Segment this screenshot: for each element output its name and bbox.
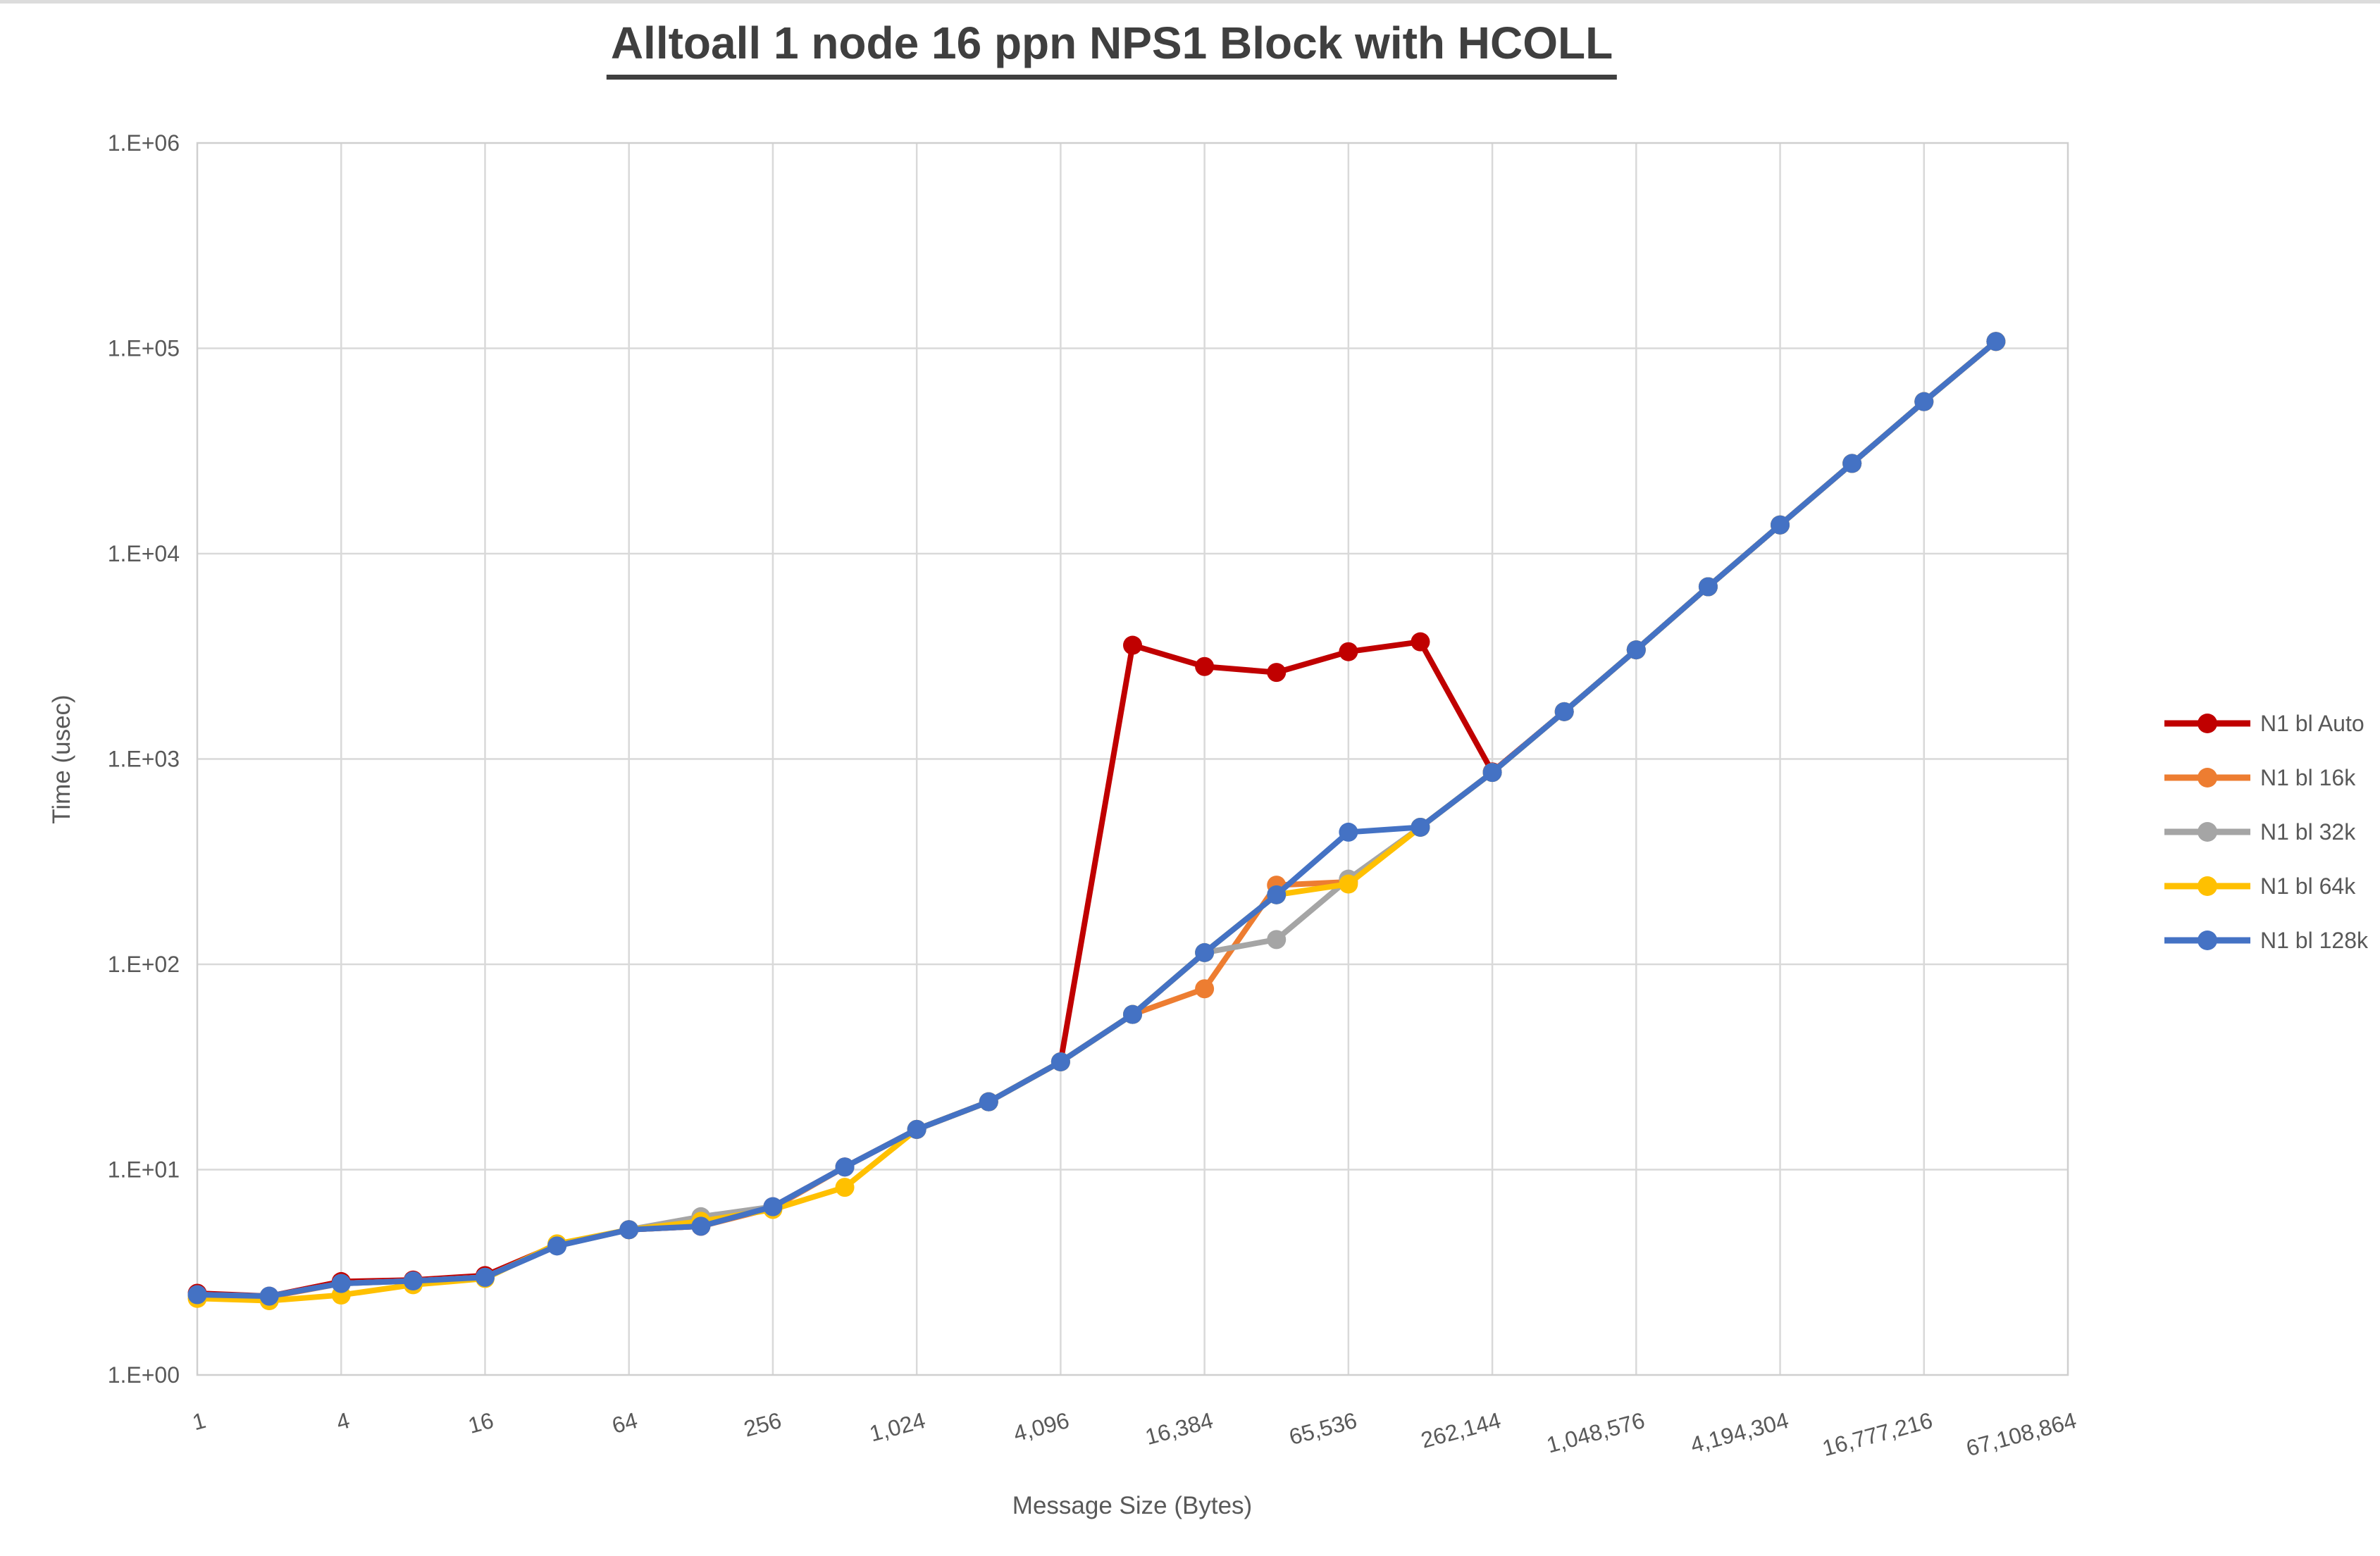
legend-item-n1-bl-16k[interactable]: N1 bl 16k (2164, 765, 2356, 790)
data-point (835, 1178, 855, 1197)
legend-label: N1 bl 64k (2260, 873, 2356, 899)
data-point (1267, 885, 1287, 904)
legend-item-n1-bl-32k[interactable]: N1 bl 32k (2164, 819, 2356, 845)
y-tick-label: 1.E+01 (108, 1157, 180, 1183)
data-point (1411, 817, 1430, 837)
legend-marker-icon (2198, 714, 2217, 733)
x-tick-label: 1 (190, 1407, 209, 1435)
legend-item-n1-bl-128k[interactable]: N1 bl 128k (2164, 928, 2369, 953)
data-point (1195, 942, 1215, 962)
x-tick-label: 256 (741, 1407, 784, 1442)
data-point (475, 1267, 495, 1287)
x-tick-label: 1,048,576 (1544, 1407, 1647, 1458)
data-point (1267, 930, 1287, 950)
legend-marker-icon (2198, 931, 2217, 950)
x-tick-label: 65,536 (1287, 1407, 1360, 1450)
y-tick-label: 1.E+04 (108, 541, 180, 566)
y-axis-title: Time (usec) (48, 695, 75, 824)
data-point (1050, 1052, 1070, 1071)
data-point (1195, 979, 1215, 999)
plot-border (196, 142, 2069, 1376)
legend-marker-icon (2198, 768, 2217, 788)
legend-label: N1 bl 16k (2260, 765, 2356, 790)
y-tick-label: 1.E+05 (108, 336, 180, 361)
data-point (1626, 640, 1646, 660)
x-tick-label: 67,108,864 (1964, 1407, 2079, 1461)
data-point (1842, 454, 1862, 473)
data-point (835, 1157, 855, 1177)
data-point (979, 1092, 998, 1112)
data-point (1554, 702, 1574, 721)
data-point (1771, 515, 1790, 535)
window-top-edge (0, 0, 2380, 4)
data-point (547, 1236, 567, 1256)
data-point (1339, 642, 1358, 661)
data-point (1339, 822, 1358, 842)
series-line-2 (194, 338, 1999, 1300)
data-point (1339, 874, 1358, 894)
data-point (1698, 577, 1718, 597)
data-point (691, 1216, 711, 1236)
data-point (1195, 656, 1215, 676)
data-point (619, 1220, 639, 1240)
x-tick-label: 16,384 (1143, 1407, 1216, 1450)
data-point (1482, 763, 1502, 783)
legend-marker-icon (2198, 822, 2217, 842)
data-point (259, 1286, 279, 1306)
y-tick-label: 1.E+03 (108, 747, 180, 772)
legend-marker-icon (2198, 876, 2217, 896)
legend-label: N1 bl 32k (2260, 819, 2356, 845)
data-point (1123, 635, 1142, 655)
series-line-4 (194, 338, 1999, 1300)
y-tick-label: 1.E+00 (108, 1362, 180, 1388)
y-tick-label: 1.E+06 (108, 130, 180, 156)
data-point (1411, 632, 1430, 652)
y-tick-label: 1.E+02 (108, 952, 180, 977)
data-point (1914, 392, 1934, 411)
x-tick-label: 262,144 (1418, 1407, 1504, 1453)
x-tick-label: 1,024 (867, 1407, 928, 1446)
legend-label: N1 bl Auto (2260, 711, 2364, 736)
data-point (907, 1119, 926, 1139)
x-tick-label: 16 (466, 1407, 497, 1438)
data-point (1267, 663, 1287, 683)
legend-item-n1-bl-64k[interactable]: N1 bl 64k (2164, 873, 2356, 899)
data-point (763, 1197, 783, 1216)
data-point (1123, 1004, 1142, 1024)
legend-label: N1 bl 128k (2260, 928, 2369, 953)
series-line-0 (194, 338, 1999, 1300)
chart-title: Alltoall 1 node 16 ppn NPS1 Block with H… (606, 17, 1618, 80)
data-point (187, 1285, 207, 1305)
legend-item-n1-bl-auto[interactable]: N1 bl Auto (2164, 711, 2364, 736)
x-tick-label: 4,194,304 (1688, 1407, 1792, 1458)
data-point (403, 1271, 423, 1291)
x-tick-label: 4,096 (1011, 1407, 1072, 1446)
x-tick-label: 64 (609, 1407, 640, 1438)
data-point (1986, 332, 2006, 351)
x-tick-label: 4 (334, 1407, 353, 1435)
data-point (331, 1274, 351, 1293)
x-tick-label: 16,777,216 (1820, 1407, 1935, 1461)
series-line-1 (194, 338, 1999, 1300)
x-axis-title: Message Size (Bytes) (1012, 1492, 1253, 1519)
series-line-3 (194, 338, 1999, 1304)
